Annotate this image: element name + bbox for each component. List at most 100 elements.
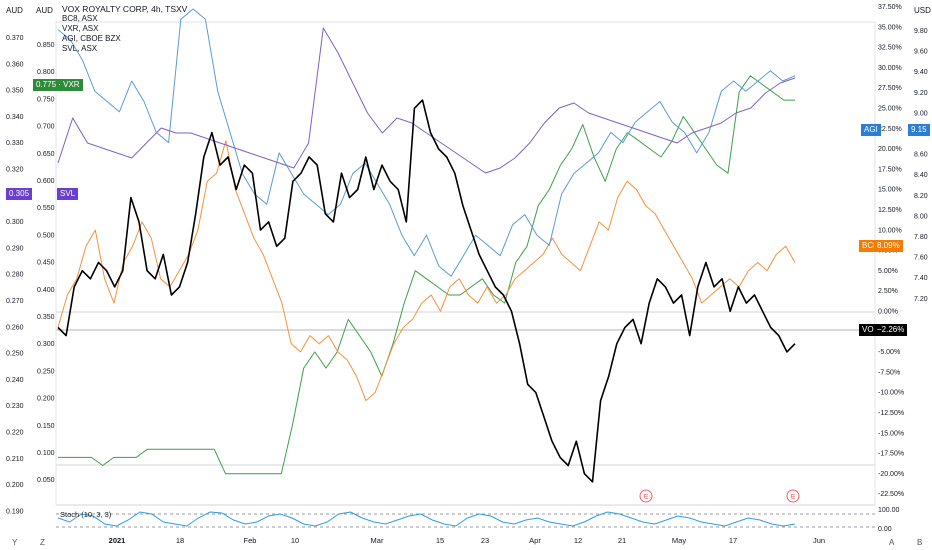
left-axis-tick: 0.320 xyxy=(6,167,24,174)
pct-axis-tick: -20.00% xyxy=(878,471,904,478)
left-axis-tick: 0.340 xyxy=(6,114,24,121)
chart-title[interactable]: VOX ROYALTY CORP, 4h, TSXV xyxy=(62,4,188,14)
earnings-marker-label: E xyxy=(791,494,796,501)
x-axis-tick: 18 xyxy=(176,536,184,545)
left-axis2-tick: 0.050 xyxy=(37,477,55,484)
legend-symbol[interactable]: VXR, ASX xyxy=(62,24,99,33)
vox-series-line[interactable] xyxy=(57,99,796,483)
stoch-label[interactable]: Stoch (10, 3, 3) xyxy=(60,510,112,519)
x-axis-tick: Mar xyxy=(371,536,384,545)
auto-scale-button[interactable]: A xyxy=(889,538,895,547)
legend-symbol[interactable]: AGI, CBOE BZX xyxy=(62,34,121,43)
left-axis-tick: 0.260 xyxy=(6,324,24,331)
x-axis-tick: 21 xyxy=(618,536,626,545)
stoch-axis-tick: 100.00 xyxy=(878,507,900,514)
x-axis-tick: 12 xyxy=(574,536,582,545)
pct-axis-tick: 25.00% xyxy=(878,106,902,113)
usd-axis-tick: 9.60 xyxy=(914,49,928,56)
left-axis2-tick: 0.700 xyxy=(37,124,55,131)
legend-header[interactable]: VOX ROYALTY CORP, 4h, TSXV BC8, ASX VXR,… xyxy=(62,4,187,54)
left-axis2-title: AUD xyxy=(36,6,53,15)
x-axis-tick: 10 xyxy=(291,536,299,545)
pct-axis-tick: 10.00% xyxy=(878,227,902,234)
left-axis2-tick: 0.300 xyxy=(37,341,55,348)
left-axis-title: AUD xyxy=(6,6,23,15)
pct-axis-tick: 22.50% xyxy=(878,126,902,133)
legend-symbol[interactable]: SVL, ASX xyxy=(62,44,98,53)
pct-axis-tick: 20.00% xyxy=(878,146,902,153)
axes: 0.3700.3600.3500.3400.3300.3200.3100.300… xyxy=(6,4,928,545)
zoom-button[interactable]: Z xyxy=(40,538,45,547)
agi-price-badge: 9.15 xyxy=(908,124,930,136)
left-axis2-tick: 0.350 xyxy=(37,314,55,321)
left-axis-tick: 0.250 xyxy=(6,351,24,358)
legend-symbol[interactable]: BC8, ASX xyxy=(62,14,98,23)
left-axis-tick: 0.270 xyxy=(6,298,24,305)
pct-axis-tick: 32.50% xyxy=(878,45,902,52)
left-axis2-tick: 0.850 xyxy=(37,42,55,49)
log-scale-button[interactable]: B xyxy=(917,538,923,547)
left-axis-tick: 0.290 xyxy=(6,245,24,252)
grid xyxy=(55,21,876,506)
series-layer[interactable] xyxy=(57,8,796,483)
bc8-percent-badge: 8.09% xyxy=(874,240,903,252)
pct-axis-tick: 5.00% xyxy=(878,268,898,275)
agi-series-line[interactable] xyxy=(57,8,796,277)
earnings-marker[interactable] xyxy=(639,489,653,503)
pct-axis-tick: -12.50% xyxy=(878,410,904,417)
x-axis-tick: Apr xyxy=(529,536,541,545)
usd-axis-tick: 9.00 xyxy=(914,110,928,117)
left-axis2-tick: 0.500 xyxy=(37,232,55,239)
usd-axis-tick: 9.20 xyxy=(914,90,928,97)
svl-name-badge: SVL xyxy=(57,188,79,200)
x-axis-tick: Feb xyxy=(244,536,257,545)
pct-axis-tick: 37.50% xyxy=(878,4,902,11)
pct-axis-tick: 0.00% xyxy=(878,309,898,316)
timezone-button[interactable]: Y xyxy=(12,538,18,547)
left-axis-tick: 0.200 xyxy=(6,482,24,489)
left-axis-tick: 0.240 xyxy=(6,377,24,384)
usd-axis-tick: 8.20 xyxy=(914,193,928,200)
usd-axis-tick: 7.40 xyxy=(914,275,928,282)
svl-series-line[interactable] xyxy=(57,27,796,174)
left-axis-tick: 0.370 xyxy=(6,35,24,42)
left-axis2-tick: 0.750 xyxy=(37,96,55,103)
x-axis-tick: 17 xyxy=(729,536,737,545)
pct-axis-tick: -17.50% xyxy=(878,451,904,458)
left-axis2-tick: 0.650 xyxy=(37,151,55,158)
left-axis-tick: 0.300 xyxy=(6,219,24,226)
pct-axis-tick: 35.00% xyxy=(878,24,902,31)
usd-axis-tick: 8.60 xyxy=(914,152,928,159)
stoch-line[interactable] xyxy=(57,511,796,527)
pct-axis-tick: -15.00% xyxy=(878,430,904,437)
usd-axis-tick: 7.80 xyxy=(914,234,928,241)
x-axis-tick: May xyxy=(672,536,686,545)
left-axis-tick: 0.230 xyxy=(6,403,24,410)
pct-axis-tick: 27.50% xyxy=(878,85,902,92)
x-axis-tick: Jun xyxy=(813,536,825,545)
pct-axis-tick: -5.00% xyxy=(878,349,900,356)
left-axis2-tick: 0.400 xyxy=(37,287,55,294)
vox-percent-badge: −2.26% xyxy=(874,324,908,336)
bc8-series-line[interactable] xyxy=(57,140,796,402)
pct-axis-tick: -22.50% xyxy=(878,491,904,498)
left-axis2-tick: 0.800 xyxy=(37,69,55,76)
left-axis2-tick: 0.600 xyxy=(37,178,55,185)
usd-axis-tick: 7.20 xyxy=(914,296,928,303)
left-axis-tick: 0.360 xyxy=(6,61,24,68)
pct-axis-tick: 12.50% xyxy=(878,207,902,214)
left-axis2-tick: 0.550 xyxy=(37,205,55,212)
left-axis2-tick: 0.450 xyxy=(37,260,55,267)
x-axis-tick: 15 xyxy=(436,536,444,545)
vxr-series-line[interactable] xyxy=(58,75,795,475)
earnings-marker[interactable] xyxy=(786,489,800,503)
pct-axis-tick: 2.50% xyxy=(878,288,898,295)
left-axis-tick: 0.350 xyxy=(6,88,24,95)
left-axis-tick: 0.190 xyxy=(6,508,24,515)
usd-axis-tick: 9.80 xyxy=(914,28,928,35)
left-axis-tick: 0.220 xyxy=(6,430,24,437)
left-axis2-tick: 0.100 xyxy=(37,450,55,457)
pct-axis-tick: 15.00% xyxy=(878,187,902,194)
